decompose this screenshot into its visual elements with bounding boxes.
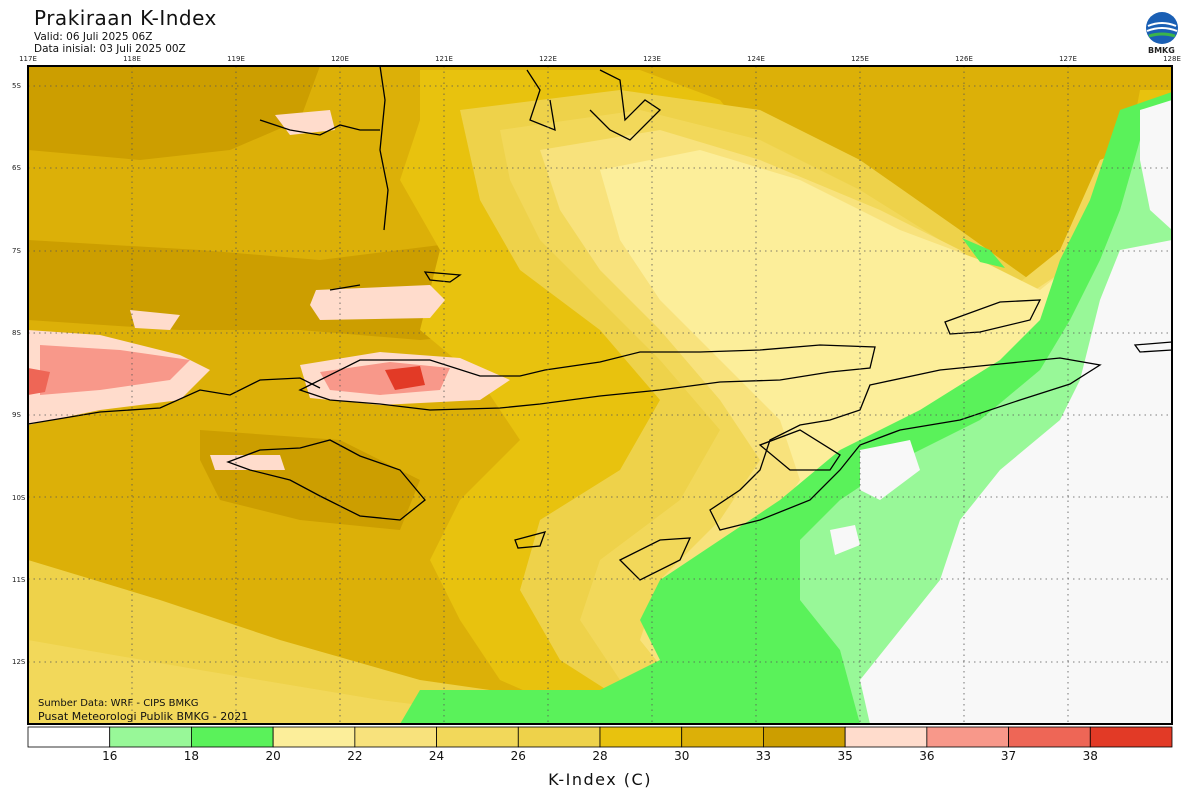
colorbar-swatch [844,726,928,748]
data-source: Sumber Data: WRF - CIPS BMKG [38,698,199,709]
lat-label: 7S [12,246,21,255]
colorbar-swatch [436,726,519,748]
colorbar-swatch [191,726,274,748]
colorbar-swatch [517,726,601,748]
colorbar-swatch [763,726,846,748]
colorbar-swatch [354,726,437,748]
coastlines [28,66,1172,581]
colorbar-swatch [109,726,192,748]
lon-label: 119E [227,55,245,63]
colorbar-tick-label: 35 [837,749,853,763]
publisher: Pusat Meteorologi Publik BMKG - 2021 [38,710,249,723]
lon-label: 124E [747,55,765,63]
lon-label: 127E [1059,55,1077,63]
k-index-field [28,66,1172,724]
lon-label: 122E [539,55,557,63]
lat-label: 6S [12,164,21,173]
lon-label: 121E [435,55,453,63]
colorbar-swatch [272,726,356,748]
colorbar-tick-label: 37 [1000,749,1017,763]
lon-label: 128E [1163,55,1181,63]
bmkg-logo-icon [1146,12,1178,44]
colorbar-tick-label: 38 [1082,749,1098,763]
logo-text: BMKG [1148,46,1175,55]
colorbar-swatch [27,726,111,748]
map-frame [27,65,1173,725]
lon-label: 123E [643,55,661,63]
colorbar-tick-label: 24 [428,749,445,763]
colorbar-title: K-Index (C) [548,770,652,789]
lon-label: 120E [331,55,349,63]
colorbar-tick-label: 30 [674,749,690,763]
colorbar-tick-label: 22 [347,749,363,763]
map-title: Prakiraan K-Index [34,6,217,30]
colorbar-tick-label: 16 [102,749,118,763]
lat-label: 11S [12,575,26,584]
lat-label: 12S [12,658,26,667]
lon-label: 118E [123,55,141,63]
colorbar-swatch [681,726,764,748]
colorbar-tick-label: 28 [592,749,608,763]
valid-time: Valid: 06 Juli 2025 06Z [34,31,153,43]
colorbar-tick-label: 18 [183,749,200,763]
lon-label: 125E [851,55,869,63]
colorbar-swatch [926,726,1009,748]
colorbar-swatch [1089,726,1173,748]
lat-label: 9S [12,411,21,420]
colorbar-swatch [599,726,683,748]
lon-label: 117E [19,55,37,63]
colorbar-tick-label: 36 [919,749,935,763]
colorbar-tick-label: 26 [510,749,526,763]
lat-label: 10S [12,493,26,502]
lon-label: 126E [955,55,973,63]
map-gridlines [28,66,1172,724]
colorbar-swatch [1008,726,1091,748]
lat-label: 5S [12,82,21,90]
colorbar-tick-label: 20 [265,749,281,763]
colorbar-tick-label: 33 [755,749,772,763]
lat-label: 8S [12,328,21,337]
colorbar [27,726,1173,748]
initial-time: Data inisial: 03 Juli 2025 00Z [34,43,186,55]
